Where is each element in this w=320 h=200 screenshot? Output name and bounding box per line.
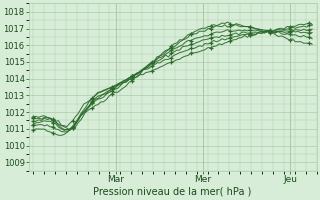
X-axis label: Pression niveau de la mer( hPa ): Pression niveau de la mer( hPa ) [93, 187, 252, 197]
